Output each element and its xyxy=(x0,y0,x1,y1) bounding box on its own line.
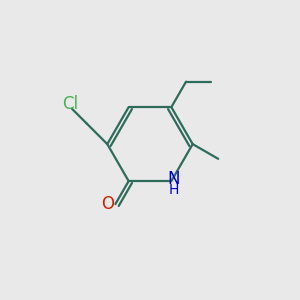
Text: O: O xyxy=(101,195,114,213)
Text: Cl: Cl xyxy=(62,95,79,113)
Text: H: H xyxy=(169,183,179,197)
Text: N: N xyxy=(167,170,180,188)
